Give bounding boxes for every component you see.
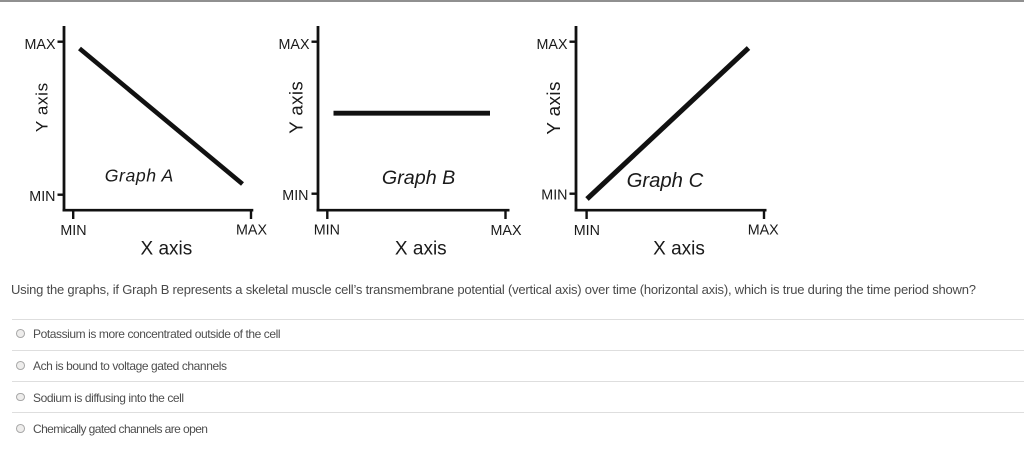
svg-text:MIN: MIN	[60, 223, 86, 239]
svg-text:Y axis: Y axis	[544, 81, 565, 135]
svg-text:MAX: MAX	[279, 37, 310, 53]
svg-text:Y axis: Y axis	[285, 81, 306, 134]
svg-text:MAX: MAX	[537, 37, 568, 53]
svg-text:MIN: MIN	[314, 223, 340, 239]
svg-text:MAX: MAX	[25, 37, 56, 53]
svg-text:X axis: X axis	[395, 239, 447, 260]
svg-text:Graph B: Graph B	[382, 167, 455, 189]
svg-text:MAX: MAX	[236, 223, 267, 239]
svg-text:MIN: MIN	[282, 188, 308, 204]
svg-text:MIN: MIN	[29, 189, 55, 205]
svg-text:Graph A: Graph A	[105, 166, 174, 186]
svg-text:MAX: MAX	[748, 223, 779, 239]
svg-text:MIN: MIN	[574, 223, 600, 239]
svg-text:Graph C: Graph C	[627, 170, 704, 192]
svg-text:Y axis: Y axis	[33, 82, 52, 132]
svg-text:X axis: X axis	[141, 239, 193, 260]
svg-text:MAX: MAX	[491, 223, 522, 239]
svg-text:X axis: X axis	[653, 239, 705, 260]
svg-text:MIN: MIN	[541, 187, 567, 203]
